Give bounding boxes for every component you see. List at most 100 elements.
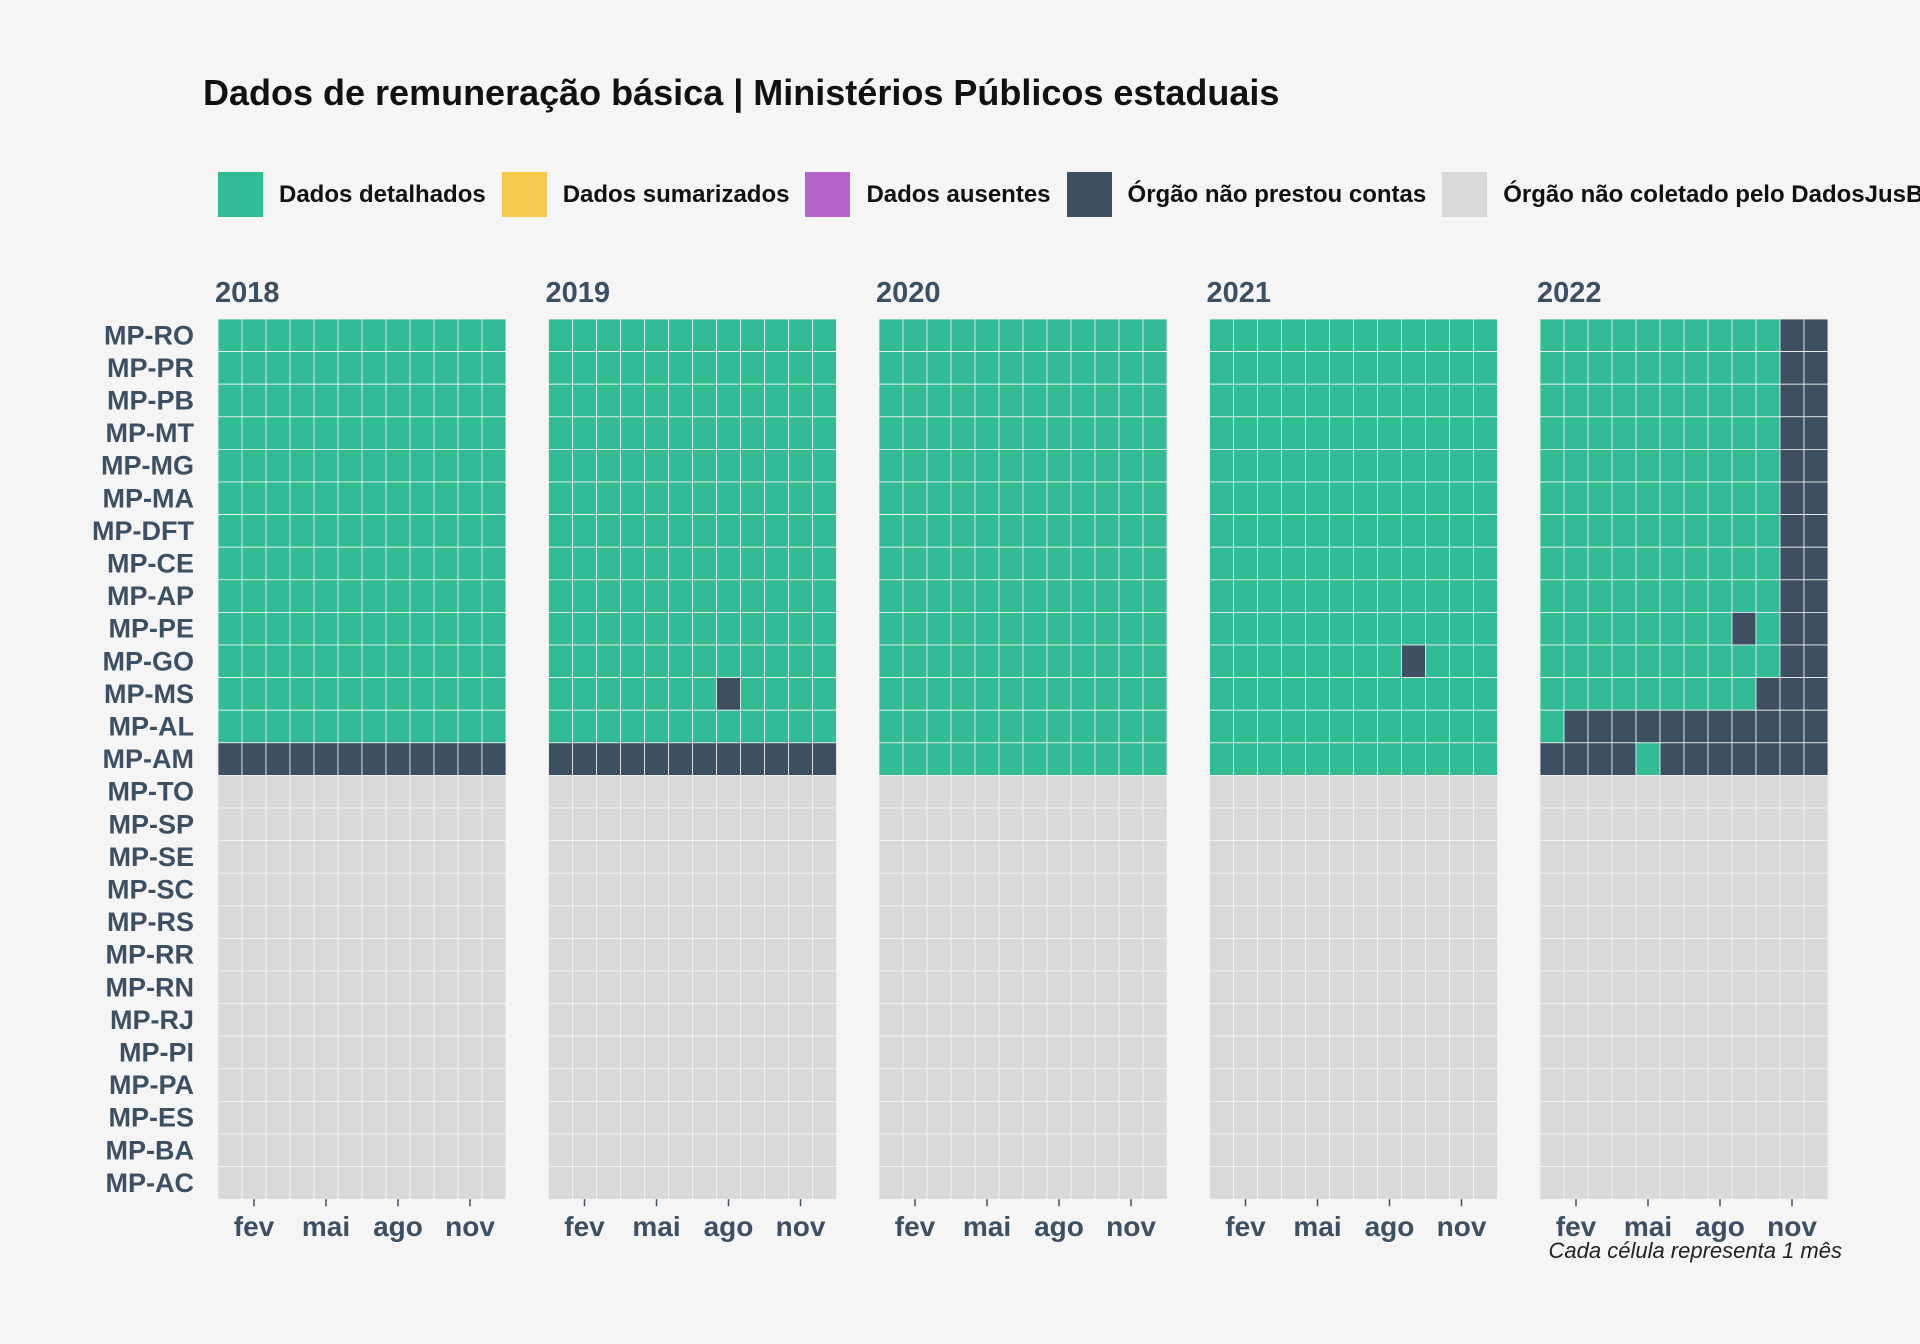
heatmap-cell [1425,1003,1450,1037]
heatmap-cell [1635,514,1661,548]
heatmap-cell [716,448,741,483]
heatmap-cell [974,905,1000,939]
heatmap-cell [788,351,813,385]
heatmap-cell [1070,938,1096,972]
heatmap-cell [668,448,693,483]
heatmap-cell [572,1068,597,1102]
heatmap-cell [902,383,928,418]
heatmap-cell [1563,709,1589,744]
heatmap-cell [433,872,459,907]
heatmap-cell [1539,709,1565,744]
heatmap-cell [481,905,507,939]
heatmap-cell [361,1166,387,1200]
heatmap-cell [1305,514,1330,548]
heatmap-cell [1473,351,1498,385]
heatmap-cell [740,644,765,678]
heatmap-cell [217,1068,243,1102]
heatmap-cell [1329,351,1354,385]
heatmap-cell [1659,383,1685,418]
heatmap-cell [313,938,339,972]
heatmap-cell [1449,742,1474,776]
heatmap-cell [1539,807,1565,841]
heatmap-cell [1281,383,1306,418]
heatmap-cell [265,1101,291,1135]
heatmap-cell [1142,514,1168,548]
heatmap-cell [337,546,363,581]
heatmap-cell [1046,742,1072,776]
heatmap-cell [265,677,291,711]
heatmap-cell [1587,677,1613,711]
heatmap-cell [1659,1101,1685,1135]
heatmap-cell [1425,318,1450,352]
heatmap-cell [217,709,243,744]
heatmap-cell [668,970,693,1004]
heatmap-cell [1401,709,1426,744]
heatmap-cell [740,612,765,646]
heatmap-cell [974,351,1000,385]
heatmap-cell [1353,514,1378,548]
y-tick-label: MP-RS [107,907,194,937]
heatmap-cell [1094,970,1120,1004]
heatmap-cell [1635,970,1661,1004]
heatmap-cell [313,383,339,418]
heatmap-cell [902,644,928,678]
heatmap-cell [361,872,387,907]
heatmap-cell [1683,905,1709,939]
heatmap-cell [1635,1133,1661,1167]
heatmap-cell [1707,481,1733,515]
heatmap-cell [1563,416,1589,450]
heatmap-cell [1425,807,1450,841]
heatmap-cell [1731,1003,1757,1037]
heatmap-cell [1353,938,1378,972]
heatmap-cell [385,318,411,352]
y-tick-label: MP-TO [108,777,195,807]
heatmap-cell [1539,318,1565,352]
heatmap-cell [644,1003,669,1037]
heatmap-cell [950,775,976,809]
heatmap-cell [1257,1035,1282,1070]
heatmap-cell [548,514,573,548]
heatmap-cell [1070,1068,1096,1102]
heatmap-cell [548,775,573,809]
heatmap-cell [788,970,813,1004]
heatmap-cell [1563,840,1589,874]
heatmap-cell [1425,905,1450,939]
heatmap-cell [1587,579,1613,613]
heatmap-cell [1046,383,1072,418]
heatmap-cell [1755,742,1781,776]
heatmap-cell [1473,644,1498,678]
heatmap-cell [241,938,267,972]
heatmap-cell [1046,1133,1072,1167]
heatmap-cell [974,612,1000,646]
heatmap-cell [1094,1003,1120,1037]
heatmap-cell [1539,351,1565,385]
heatmap-cell [1779,775,1805,809]
heatmap-cell [457,644,483,678]
heatmap-cell [1070,1133,1096,1167]
heatmap-cell [950,807,976,841]
heatmap-cell [361,448,387,483]
heatmap-cell [1611,416,1637,450]
heatmap-cell [572,905,597,939]
heatmap-cell [764,709,789,744]
heatmap-cell [998,1133,1024,1167]
heatmap-cell [1539,383,1565,418]
heatmap-cell [878,612,904,646]
heatmap-cell [1209,1003,1234,1037]
heatmap-cell [692,807,717,841]
heatmap-cell [644,546,669,581]
heatmap-cell [572,677,597,711]
heatmap-cell [433,416,459,450]
heatmap-cell [1094,742,1120,776]
heatmap-cell [1707,905,1733,939]
heatmap-cell [926,1101,952,1135]
heatmap-cell [596,1003,621,1037]
heatmap-cell [217,677,243,711]
heatmap-cell [361,1035,387,1070]
heatmap-cell [1611,840,1637,874]
heatmap-cell [1257,514,1282,548]
heatmap-cell [764,970,789,1004]
heatmap-cell [361,514,387,548]
heatmap-cell [337,1166,363,1200]
